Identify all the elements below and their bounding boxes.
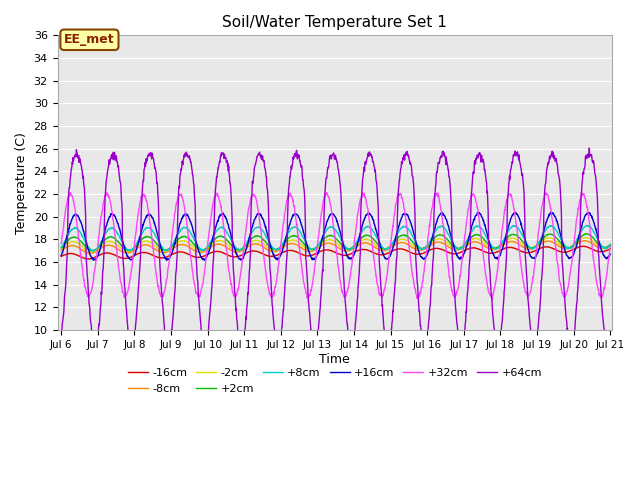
- -2cm: [541, 236, 549, 242]
- +64cm: [241, 328, 248, 334]
- +32cm: [241, 234, 249, 240]
- Line: -8cm: -8cm: [61, 240, 611, 253]
- +8cm: [180, 225, 188, 230]
- +64cm: [421, 342, 429, 348]
- +32cm: [493, 268, 501, 274]
- +2cm: [582, 231, 589, 237]
- +8cm: [584, 222, 591, 228]
- +2cm: [88, 248, 96, 253]
- -8cm: [581, 238, 589, 243]
- -16cm: [541, 244, 549, 250]
- +16cm: [421, 254, 429, 260]
- -16cm: [58, 253, 65, 259]
- Line: +64cm: +64cm: [61, 148, 611, 352]
- -2cm: [241, 244, 249, 250]
- -2cm: [582, 235, 589, 240]
- +64cm: [586, 145, 593, 151]
- -2cm: [421, 245, 429, 251]
- +32cm: [542, 191, 550, 197]
- -16cm: [421, 250, 429, 255]
- -16cm: [241, 251, 249, 256]
- +32cm: [421, 260, 429, 265]
- -2cm: [88, 249, 95, 255]
- +2cm: [58, 245, 65, 251]
- +32cm: [166, 250, 174, 255]
- -16cm: [493, 249, 500, 255]
- -8cm: [421, 246, 429, 252]
- +8cm: [241, 242, 249, 248]
- +8cm: [493, 246, 500, 252]
- -8cm: [180, 242, 188, 248]
- +8cm: [166, 245, 174, 251]
- Legend: -16cm, -8cm, -2cm, +2cm, +8cm, +16cm, +32cm, +64cm: -16cm, -8cm, -2cm, +2cm, +8cm, +16cm, +3…: [123, 364, 547, 398]
- Line: +32cm: +32cm: [61, 192, 611, 300]
- +16cm: [547, 209, 555, 215]
- -8cm: [607, 243, 614, 249]
- Line: +16cm: +16cm: [61, 212, 611, 261]
- +64cm: [607, 335, 614, 340]
- +16cm: [92, 258, 99, 264]
- +16cm: [58, 252, 65, 258]
- +2cm: [166, 245, 174, 251]
- Line: -2cm: -2cm: [61, 238, 611, 252]
- +32cm: [66, 190, 74, 195]
- +2cm: [607, 241, 614, 247]
- +8cm: [89, 248, 97, 254]
- +2cm: [180, 233, 188, 239]
- -8cm: [493, 246, 500, 252]
- -16cm: [580, 243, 588, 249]
- +64cm: [179, 157, 187, 163]
- +16cm: [607, 251, 614, 257]
- +64cm: [166, 339, 174, 345]
- +64cm: [58, 330, 65, 336]
- +16cm: [166, 253, 174, 259]
- +8cm: [421, 246, 429, 252]
- +32cm: [180, 200, 188, 206]
- -16cm: [166, 252, 174, 258]
- -2cm: [493, 245, 500, 251]
- +32cm: [488, 297, 496, 302]
- +8cm: [607, 242, 614, 248]
- +16cm: [541, 222, 549, 228]
- -8cm: [87, 251, 95, 256]
- Y-axis label: Temperature (C): Temperature (C): [15, 132, 28, 234]
- X-axis label: Time: Time: [319, 353, 350, 366]
- Line: -16cm: -16cm: [61, 246, 611, 259]
- -2cm: [180, 238, 188, 244]
- +2cm: [493, 245, 500, 251]
- +64cm: [493, 343, 500, 348]
- +8cm: [58, 245, 65, 251]
- +16cm: [493, 254, 500, 260]
- -2cm: [58, 246, 65, 252]
- -16cm: [607, 246, 614, 252]
- +64cm: [494, 349, 502, 355]
- -2cm: [166, 246, 174, 252]
- +32cm: [607, 243, 614, 249]
- +8cm: [541, 228, 549, 233]
- -8cm: [166, 248, 174, 253]
- -8cm: [541, 239, 549, 244]
- +64cm: [541, 181, 549, 187]
- -8cm: [241, 246, 249, 252]
- +2cm: [541, 233, 549, 239]
- +2cm: [421, 244, 429, 250]
- Text: EE_met: EE_met: [64, 33, 115, 46]
- Title: Soil/Water Temperature Set 1: Soil/Water Temperature Set 1: [222, 15, 447, 30]
- Line: +8cm: +8cm: [61, 225, 611, 251]
- +16cm: [180, 213, 188, 219]
- -16cm: [180, 250, 188, 255]
- +32cm: [58, 240, 65, 246]
- Line: +2cm: +2cm: [61, 234, 611, 251]
- -2cm: [607, 242, 614, 248]
- +2cm: [241, 243, 249, 249]
- +16cm: [241, 250, 249, 256]
- -16cm: [86, 256, 93, 262]
- -8cm: [58, 248, 65, 254]
